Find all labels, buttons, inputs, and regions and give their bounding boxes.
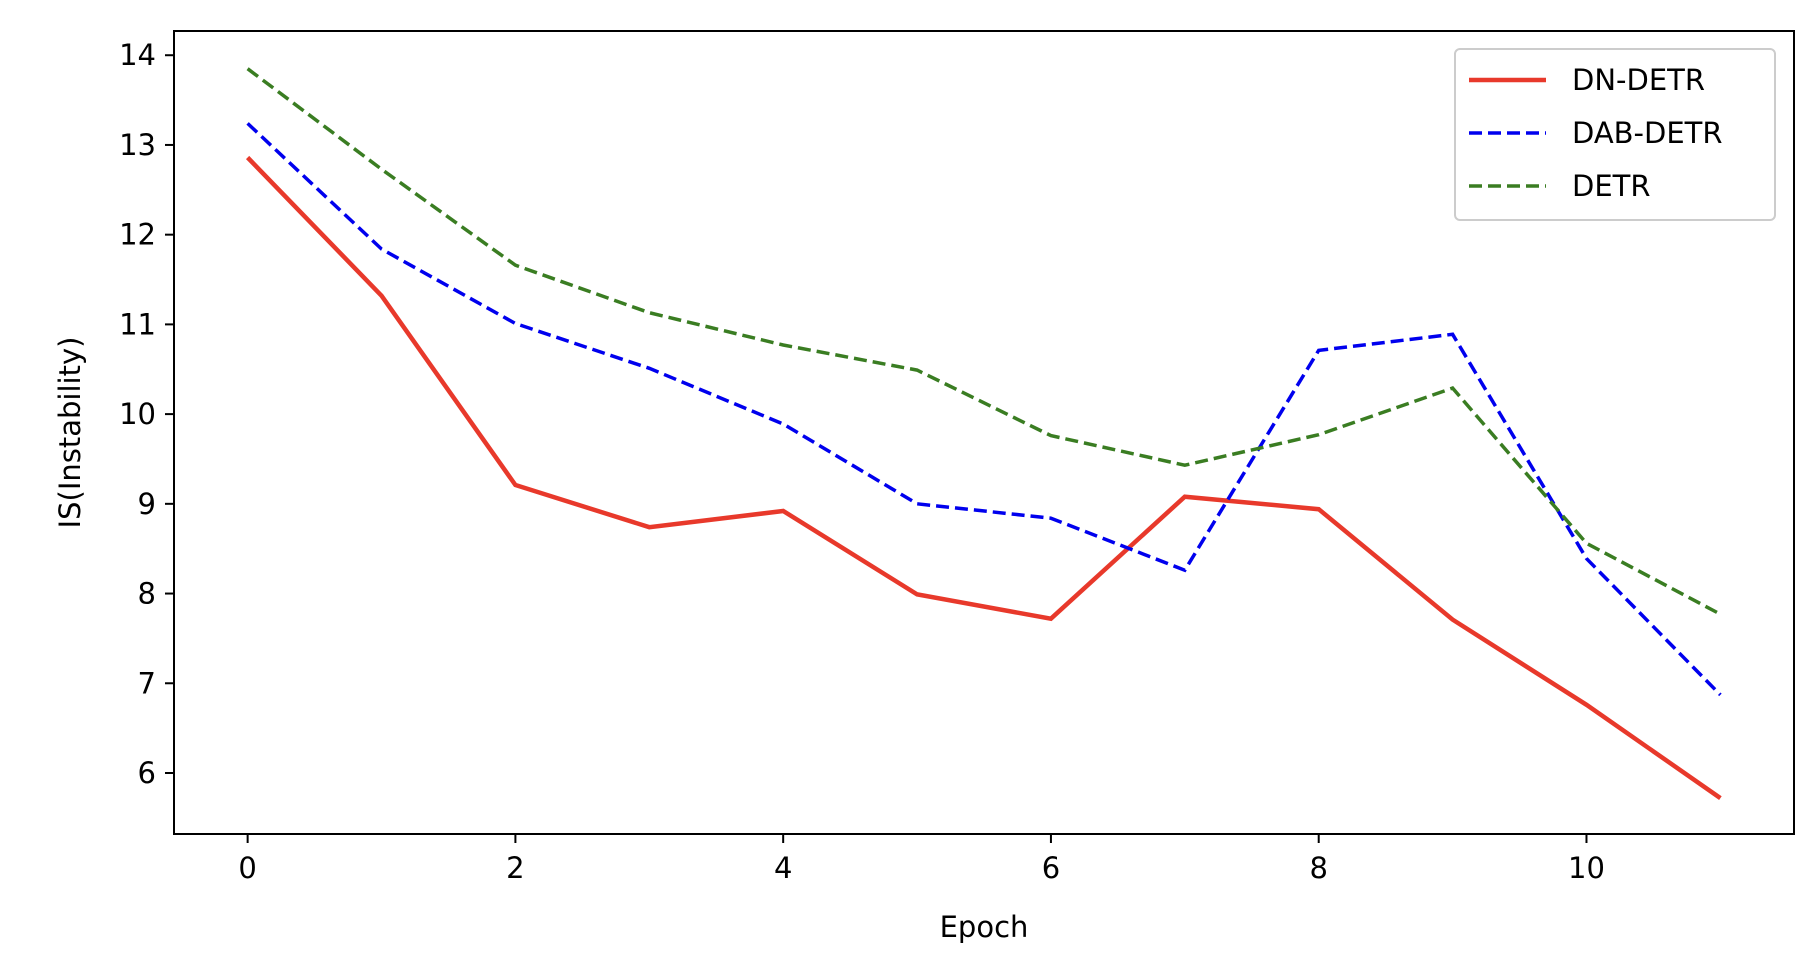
x-tick-label: 0 [238, 851, 256, 885]
y-axis: 6 7 8 9 10 11 12 13 14 [119, 38, 174, 790]
legend-box [1454, 48, 1776, 221]
legend: DN-DETR DAB-DETR DETR [1454, 48, 1776, 221]
series-line-detr [246, 67, 1722, 616]
legend-label: DETR [1572, 169, 1651, 203]
series-line-dn-detr [245, 155, 1722, 800]
y-tick-label: 8 [138, 577, 156, 611]
legend-label: DN-DETR [1572, 63, 1705, 97]
y-tick-label: 13 [119, 128, 156, 162]
y-tick-label: 9 [138, 487, 156, 521]
plot-lines [245, 67, 1722, 800]
y-tick-label: 6 [138, 756, 156, 790]
y-axis-title: IS(Instability) [53, 337, 87, 529]
plot-frame [173, 30, 1795, 835]
x-tick-label: 6 [1042, 851, 1060, 885]
x-tick-label: 4 [774, 851, 792, 885]
y-tick-label: 12 [119, 218, 156, 252]
series-line-dab-detr [246, 122, 1722, 697]
x-axis: 0 2 4 6 8 10 [238, 834, 1605, 885]
legend-label: DAB-DETR [1572, 116, 1723, 150]
x-tick-label: 10 [1568, 851, 1605, 885]
y-tick-label: 11 [119, 307, 156, 341]
x-axis-title: Epoch [940, 910, 1029, 944]
x-tick-label: 8 [1309, 851, 1327, 885]
x-tick-label: 2 [506, 851, 524, 885]
y-tick-label: 14 [119, 38, 156, 72]
y-tick-label: 7 [138, 666, 156, 700]
y-tick-label: 10 [119, 397, 156, 431]
